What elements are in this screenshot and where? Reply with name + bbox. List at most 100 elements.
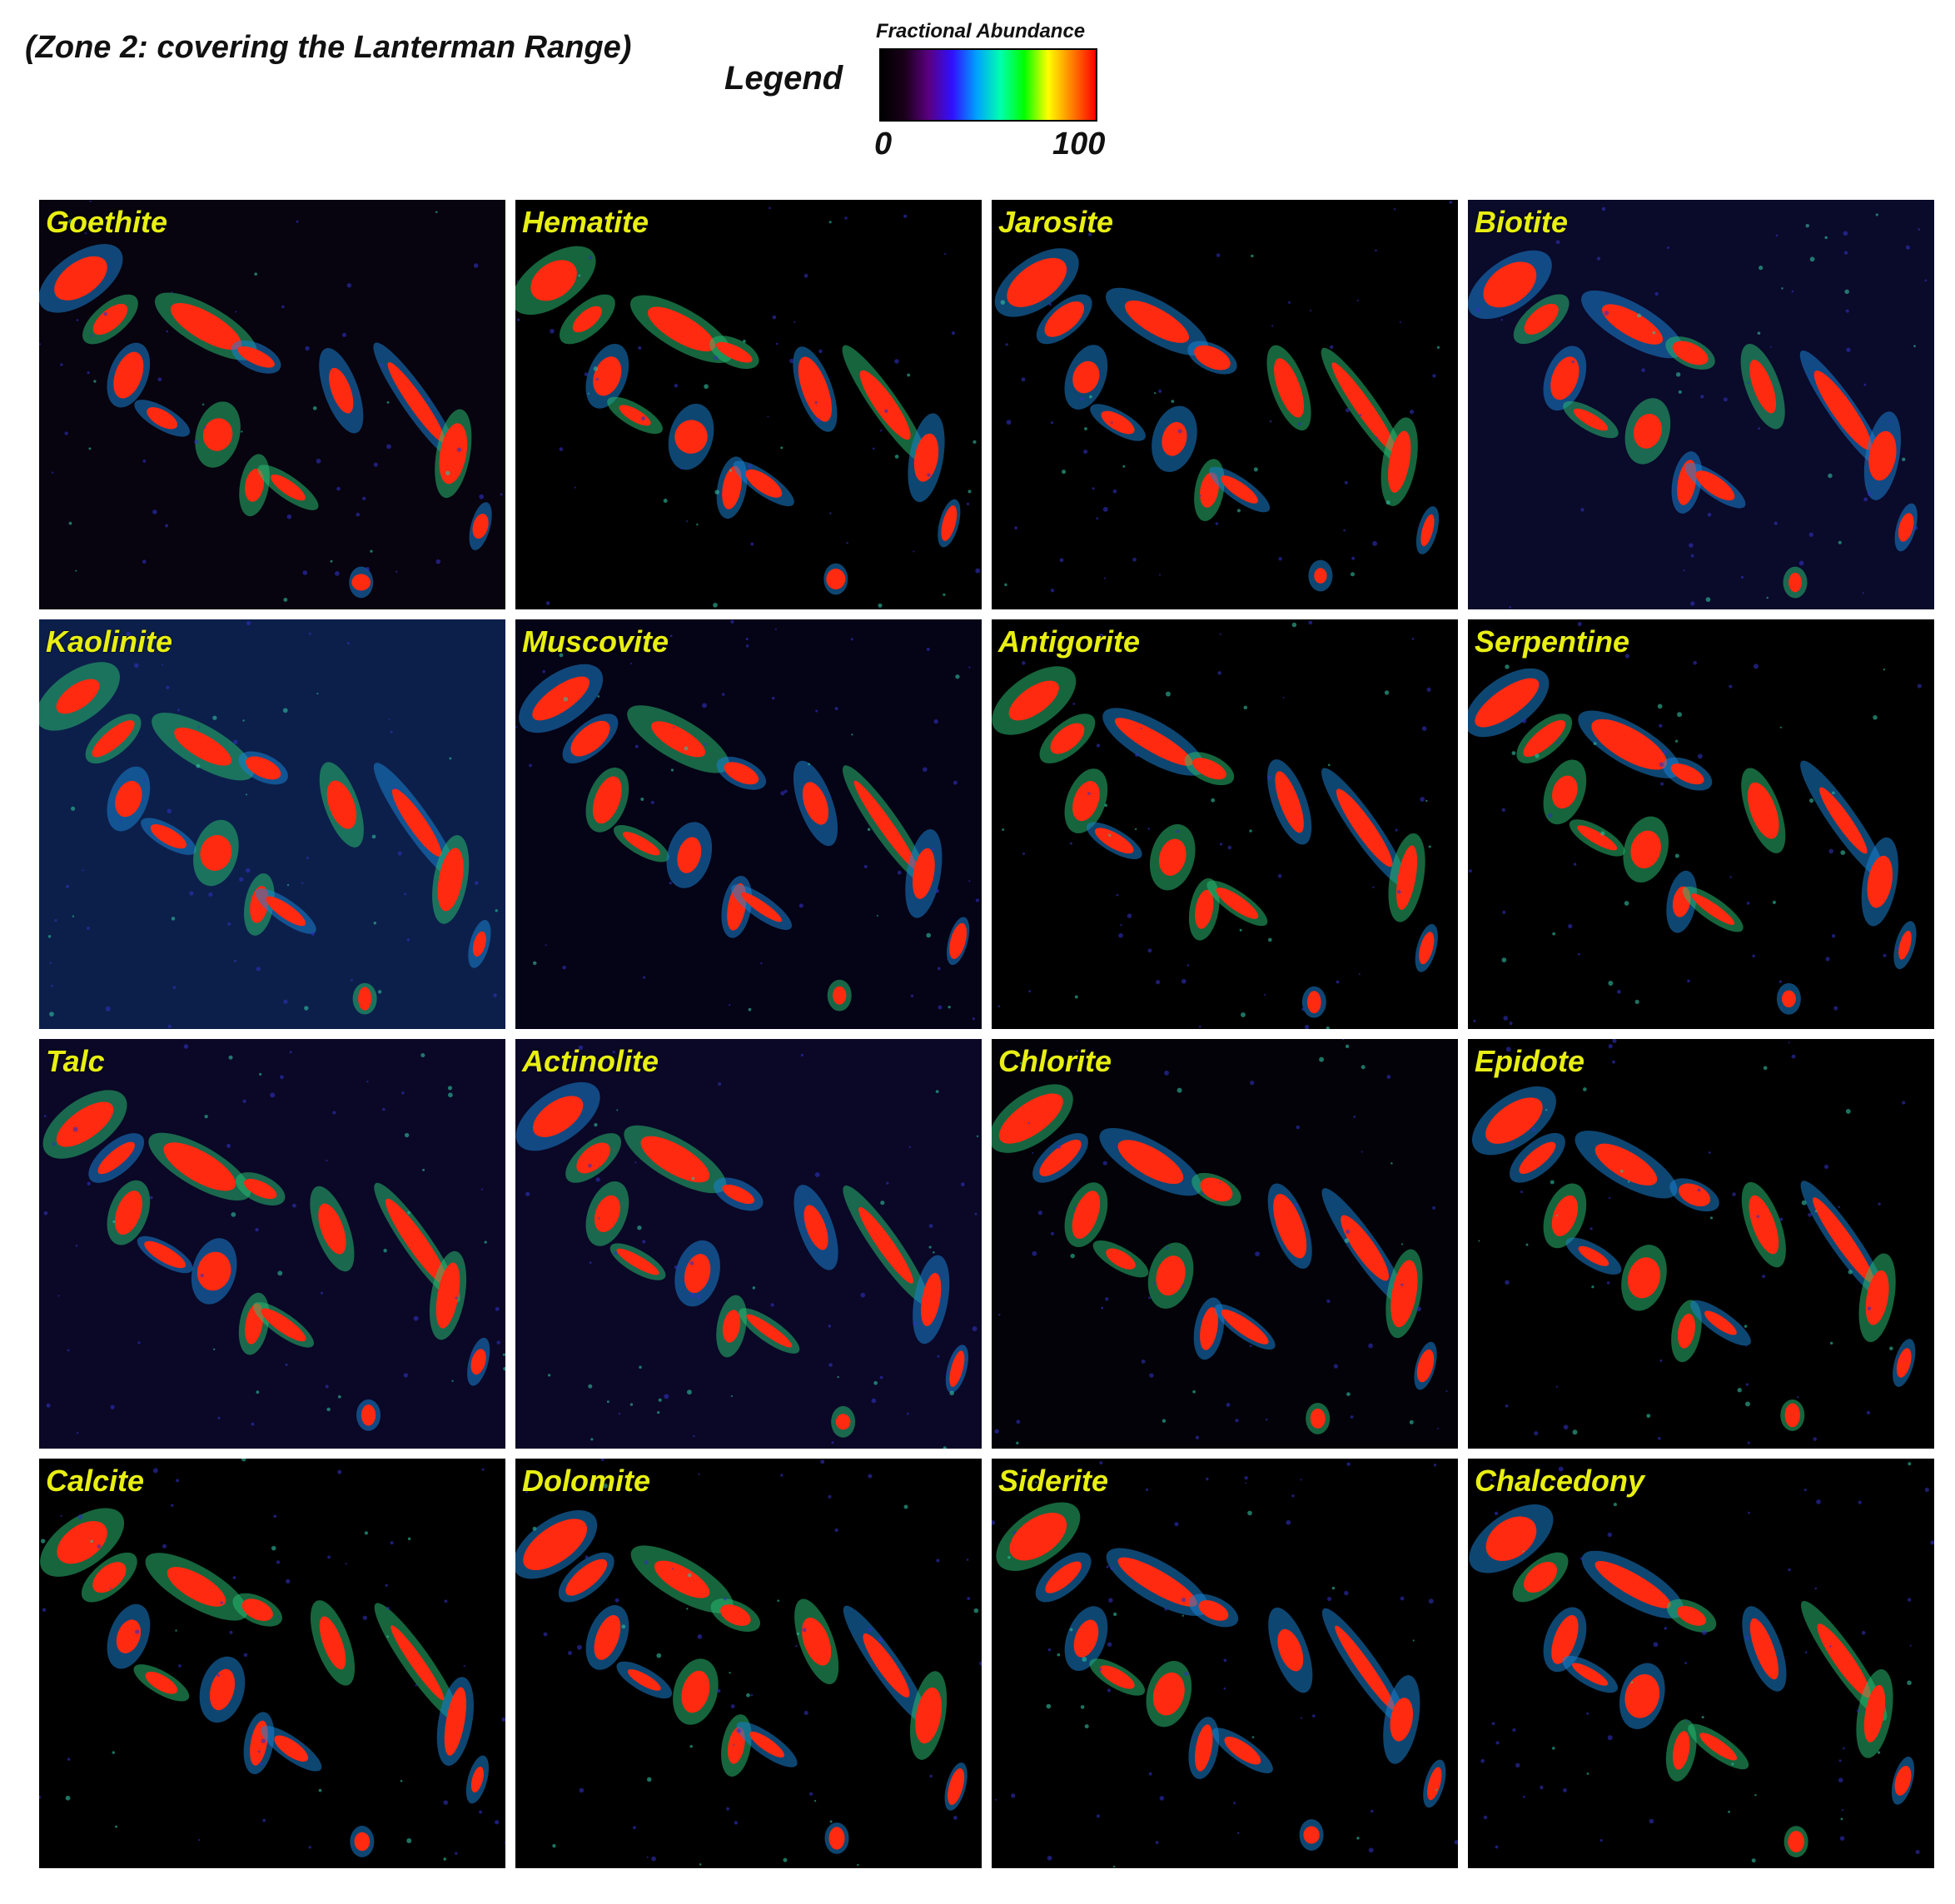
abundance-core bbox=[92, 1562, 127, 1593]
noise-speck bbox=[793, 321, 796, 323]
noise-speck bbox=[532, 1526, 537, 1531]
noise-speck bbox=[1050, 589, 1055, 593]
noise-speck bbox=[1278, 557, 1282, 561]
noise-speck bbox=[286, 1578, 291, 1584]
noise-speck bbox=[545, 944, 547, 947]
noise-speck bbox=[594, 1123, 598, 1127]
noise-speck bbox=[208, 892, 213, 897]
noise-speck bbox=[87, 927, 90, 930]
noise-speck bbox=[316, 693, 319, 695]
noise-speck bbox=[1304, 1024, 1310, 1029]
noise-speck bbox=[1251, 254, 1254, 258]
noise-speck bbox=[277, 1270, 283, 1276]
noise-speck bbox=[1102, 506, 1108, 512]
noise-speck bbox=[1838, 1777, 1843, 1783]
noise-speck bbox=[1035, 1481, 1037, 1484]
noise-speck bbox=[1501, 214, 1505, 217]
noise-speck bbox=[1386, 1075, 1391, 1079]
noise-speck bbox=[1319, 1056, 1325, 1062]
noise-speck bbox=[276, 1560, 281, 1564]
noise-speck bbox=[1297, 422, 1301, 426]
noise-speck bbox=[1701, 1629, 1707, 1635]
abundance-core bbox=[358, 987, 372, 1011]
noise-speck bbox=[1854, 851, 1857, 853]
noise-speck bbox=[245, 793, 247, 796]
noise-speck bbox=[311, 932, 315, 936]
noise-speck bbox=[68, 219, 73, 224]
noise-speck bbox=[1000, 300, 1006, 305]
abundance-core bbox=[1221, 1309, 1269, 1345]
noise-speck bbox=[1070, 1253, 1075, 1259]
noise-speck bbox=[43, 1211, 48, 1215]
noise-speck bbox=[1158, 389, 1162, 393]
abundance-core bbox=[144, 1240, 187, 1269]
noise-speck bbox=[934, 888, 940, 893]
noise-speck bbox=[118, 820, 122, 823]
abundance-core bbox=[722, 1184, 755, 1205]
noise-speck bbox=[1186, 964, 1190, 967]
noise-speck bbox=[1282, 696, 1285, 698]
noise-speck bbox=[280, 1075, 284, 1080]
abundance-core bbox=[1192, 758, 1226, 780]
noise-speck bbox=[650, 800, 654, 804]
noise-speck bbox=[1082, 1657, 1087, 1663]
noise-speck bbox=[1277, 873, 1282, 878]
legend-max-label: 100 bbox=[1052, 127, 1106, 162]
noise-speck bbox=[559, 447, 564, 451]
noise-speck bbox=[479, 1810, 483, 1814]
abundance-core bbox=[114, 1191, 142, 1235]
noise-speck bbox=[593, 366, 599, 371]
abundance-core bbox=[1868, 430, 1897, 481]
noise-speck bbox=[831, 1441, 834, 1444]
abundance-core bbox=[835, 1414, 851, 1430]
noise-speck bbox=[1556, 1214, 1559, 1217]
noise-speck bbox=[1591, 1285, 1594, 1289]
noise-speck bbox=[1612, 1060, 1615, 1064]
abundance-core bbox=[1039, 1139, 1082, 1176]
abundance-core bbox=[833, 986, 847, 1005]
noise-speck bbox=[203, 426, 206, 429]
noise-speck bbox=[1909, 1644, 1912, 1647]
noise-speck bbox=[1048, 296, 1052, 299]
noise-speck bbox=[1120, 923, 1122, 927]
noise-speck bbox=[955, 674, 960, 679]
noise-speck bbox=[714, 355, 719, 360]
noise-speck bbox=[1215, 522, 1219, 525]
noise-speck bbox=[1158, 574, 1162, 576]
noise-speck bbox=[973, 440, 977, 444]
noise-speck bbox=[200, 1273, 204, 1278]
noise-speck bbox=[1813, 1437, 1818, 1441]
noise-speck bbox=[872, 447, 875, 450]
noise-speck bbox=[687, 1573, 692, 1578]
noise-speck bbox=[936, 1558, 940, 1563]
noise-speck bbox=[1505, 1046, 1511, 1052]
abundance-core bbox=[1099, 1665, 1135, 1689]
noise-speck bbox=[770, 1303, 774, 1307]
noise-speck bbox=[674, 1265, 679, 1270]
abundance-map bbox=[1471, 1039, 1916, 1444]
noise-speck bbox=[171, 291, 173, 294]
noise-speck bbox=[1845, 1109, 1851, 1114]
noise-speck bbox=[239, 877, 244, 882]
noise-speck bbox=[1797, 1395, 1799, 1399]
noise-speck bbox=[545, 601, 550, 605]
noise-speck bbox=[356, 512, 361, 517]
noise-speck bbox=[1475, 307, 1481, 313]
noise-speck bbox=[358, 590, 361, 594]
noise-speck bbox=[1372, 886, 1375, 888]
noise-speck bbox=[698, 1473, 700, 1475]
noise-speck bbox=[1763, 1066, 1768, 1071]
abundance-core bbox=[1894, 1765, 1912, 1796]
abundance-core bbox=[1898, 513, 1914, 542]
noise-speck bbox=[326, 1407, 331, 1412]
noise-speck bbox=[1907, 1680, 1912, 1686]
noise-speck bbox=[910, 994, 914, 997]
noise-speck bbox=[873, 1380, 878, 1385]
noise-speck bbox=[1253, 467, 1258, 472]
noise-speck bbox=[618, 1412, 621, 1415]
noise-speck bbox=[1917, 684, 1922, 689]
abundance-core bbox=[1485, 1097, 1543, 1144]
abundance-core bbox=[1747, 782, 1779, 839]
abundance-core bbox=[1194, 345, 1231, 370]
noise-speck bbox=[680, 467, 683, 470]
